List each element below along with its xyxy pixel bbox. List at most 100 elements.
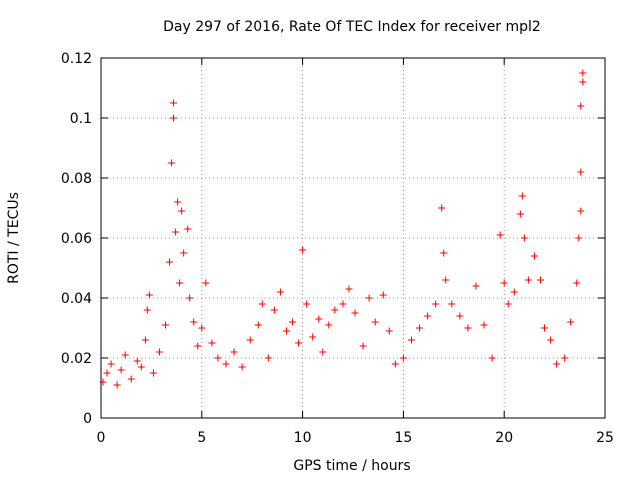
data-point xyxy=(345,285,353,293)
x-tick-label: 15 xyxy=(394,430,412,446)
data-point xyxy=(448,300,456,308)
data-point xyxy=(208,339,216,347)
data-point xyxy=(214,354,222,362)
data-point xyxy=(496,231,504,239)
data-point xyxy=(107,360,115,368)
data-point xyxy=(575,234,583,242)
x-tick-label: 10 xyxy=(294,430,312,446)
data-point xyxy=(319,348,327,356)
data-point xyxy=(424,312,432,320)
data-point xyxy=(520,234,528,242)
x-axis-title: GPS time / hours xyxy=(293,458,410,474)
data-point xyxy=(145,291,153,299)
data-point xyxy=(295,339,303,347)
data-point xyxy=(391,360,399,368)
data-point xyxy=(480,321,488,329)
data-point xyxy=(222,360,230,368)
y-tick-label: 0.02 xyxy=(61,351,92,367)
data-point xyxy=(407,336,415,344)
data-point xyxy=(168,159,176,167)
data-point xyxy=(184,225,192,233)
data-point xyxy=(325,321,333,329)
data-point xyxy=(536,276,544,284)
data-point xyxy=(202,279,210,287)
data-point xyxy=(103,369,111,377)
data-point xyxy=(149,369,157,377)
data-point xyxy=(442,276,450,284)
data-point xyxy=(379,291,387,299)
data-point xyxy=(541,324,549,332)
data-point xyxy=(331,306,339,314)
x-tick-label: 25 xyxy=(596,430,614,446)
data-point xyxy=(230,348,238,356)
data-point xyxy=(416,324,424,332)
y-axis-ticks: 0 0.02 0.04 0.06 0.08 0.1 0.12 xyxy=(61,51,605,427)
data-point xyxy=(303,300,311,308)
data-point xyxy=(504,300,512,308)
data-point xyxy=(577,168,585,176)
data-points xyxy=(99,69,587,389)
data-point xyxy=(289,318,297,326)
data-point xyxy=(198,324,206,332)
data-point xyxy=(577,102,585,110)
data-point xyxy=(339,300,347,308)
data-point xyxy=(246,336,254,344)
data-point xyxy=(143,306,151,314)
data-point xyxy=(299,246,307,254)
data-point xyxy=(438,204,446,212)
data-point xyxy=(518,192,526,200)
data-point xyxy=(315,315,323,323)
data-point xyxy=(371,318,379,326)
data-point xyxy=(577,207,585,215)
data-point xyxy=(579,78,587,86)
data-point xyxy=(524,276,532,284)
data-point xyxy=(516,210,524,218)
data-point xyxy=(432,300,440,308)
data-point xyxy=(178,207,186,215)
data-point xyxy=(309,333,317,341)
data-point xyxy=(472,282,480,290)
x-tick-label: 5 xyxy=(197,430,206,446)
data-point xyxy=(180,249,188,257)
data-point xyxy=(385,327,393,335)
x-axis-ticks: 0 5 10 15 20 25 xyxy=(97,58,614,446)
data-point xyxy=(137,363,145,371)
y-tick-label: 0 xyxy=(83,411,92,427)
data-point xyxy=(254,321,262,329)
data-point xyxy=(113,381,121,389)
data-point xyxy=(510,288,518,296)
data-point xyxy=(155,348,163,356)
data-point xyxy=(359,342,367,350)
data-point xyxy=(133,357,141,365)
data-point xyxy=(553,360,561,368)
data-point xyxy=(488,354,496,362)
data-point xyxy=(456,312,464,320)
y-tick-label: 0.04 xyxy=(61,291,92,307)
data-point xyxy=(276,288,284,296)
data-point xyxy=(170,114,178,122)
data-point xyxy=(127,375,135,383)
y-tick-label: 0.1 xyxy=(70,111,92,127)
data-point xyxy=(282,327,290,335)
data-point xyxy=(440,249,448,257)
y-tick-label: 0.12 xyxy=(61,51,92,67)
data-point xyxy=(141,336,149,344)
x-tick-label: 20 xyxy=(495,430,513,446)
data-point xyxy=(162,321,170,329)
data-point xyxy=(264,354,272,362)
data-point xyxy=(561,354,569,362)
data-point xyxy=(351,309,359,317)
data-point xyxy=(194,342,202,350)
chart-title: Day 297 of 2016, Rate Of TEC Index for r… xyxy=(163,19,541,35)
data-point xyxy=(464,324,472,332)
data-point xyxy=(399,354,407,362)
y-tick-label: 0.06 xyxy=(61,231,92,247)
x-tick-label: 0 xyxy=(97,430,106,446)
data-point xyxy=(530,252,538,260)
data-point xyxy=(117,366,125,374)
data-point xyxy=(365,294,373,302)
data-point xyxy=(567,318,575,326)
data-point xyxy=(258,300,266,308)
data-point xyxy=(500,279,508,287)
